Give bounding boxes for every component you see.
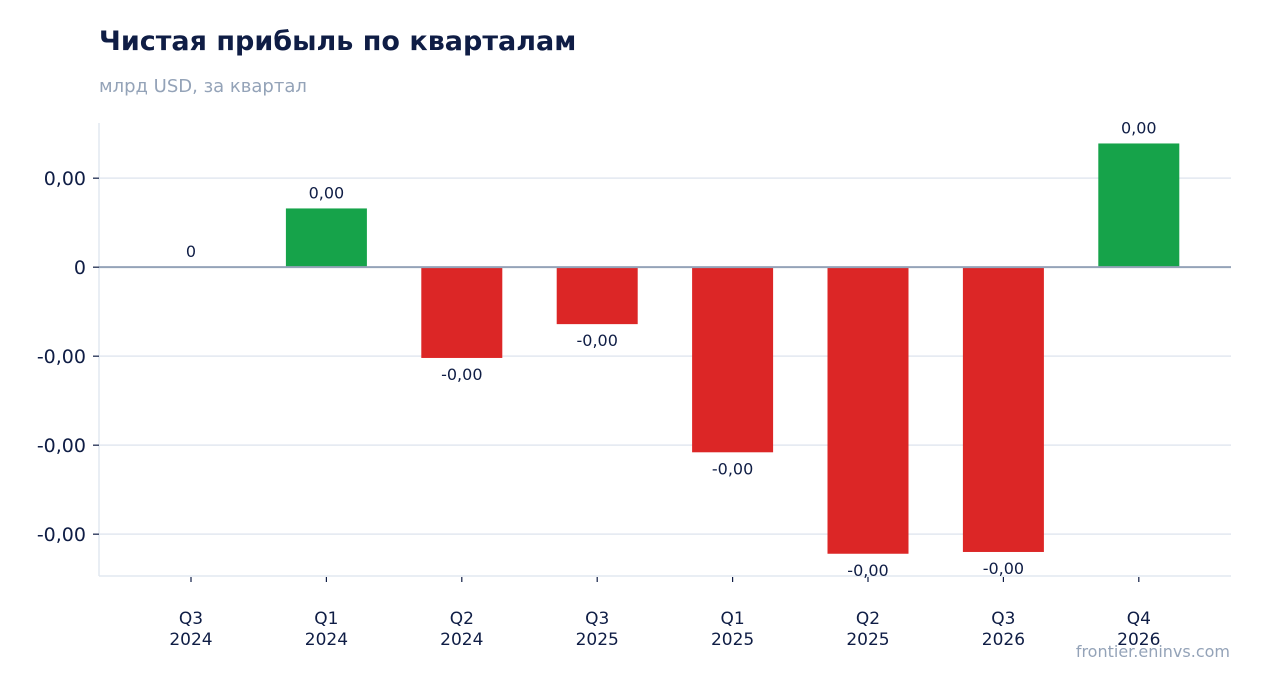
- y-tick-label: 0: [74, 257, 86, 279]
- y-tick-label: -0,00: [37, 346, 86, 368]
- bar: [692, 267, 774, 453]
- x-tick-label: Q3 2025: [576, 609, 619, 650]
- chart-title: Чистая прибыль по кварталам: [99, 26, 577, 57]
- x-tick-label: Q1 2024: [305, 609, 348, 650]
- x-tick-label: Q3 2026: [982, 609, 1025, 650]
- source-label: frontier.eninvs.com: [1075, 642, 1230, 661]
- bars: [285, 143, 1180, 554]
- y-tick-label: 0,00: [44, 168, 86, 190]
- x-tick-label: Q4 2026: [1117, 609, 1160, 650]
- data-label: -0,00: [847, 561, 888, 580]
- data-label: 0: [186, 242, 196, 261]
- x-tick-label: Q3 2024: [169, 609, 212, 650]
- y-tick-label: -0,00: [37, 435, 86, 457]
- data-label: -0,00: [441, 365, 482, 384]
- data-label: 0,00: [309, 183, 345, 202]
- data-label: -0,00: [712, 459, 753, 478]
- x-axis: Q3 2024 Q1 2024 Q2 2024 Q3 2025 Q1 2025 Q2 2025 Q3 20…: [169, 577, 1160, 650]
- grid-lines: [98, 123, 1231, 577]
- data-label: 0,00: [1121, 118, 1157, 137]
- x-tick-label: Q2 2024: [440, 609, 483, 650]
- data-labels: 0 0,00 -0,00 -0,00 -0,00 -0,00 -0,00 0,00: [186, 118, 1157, 579]
- x-tick-label: Q2 2025: [846, 609, 889, 650]
- data-label: -0,00: [576, 331, 617, 350]
- bar: [421, 267, 503, 358]
- data-label: -0,00: [983, 559, 1024, 578]
- chart-subtitle: млрд USD, за квартал: [99, 76, 307, 97]
- bar: [1098, 143, 1180, 268]
- bar: [285, 208, 367, 268]
- bar: [962, 267, 1044, 552]
- bar: [827, 267, 909, 554]
- bar: [556, 267, 638, 325]
- y-axis: 0,00 0 -0,00 -0,00 -0,00: [37, 168, 99, 546]
- x-tick-label: Q1 2025: [711, 609, 754, 650]
- y-tick-label: -0,00: [37, 524, 86, 546]
